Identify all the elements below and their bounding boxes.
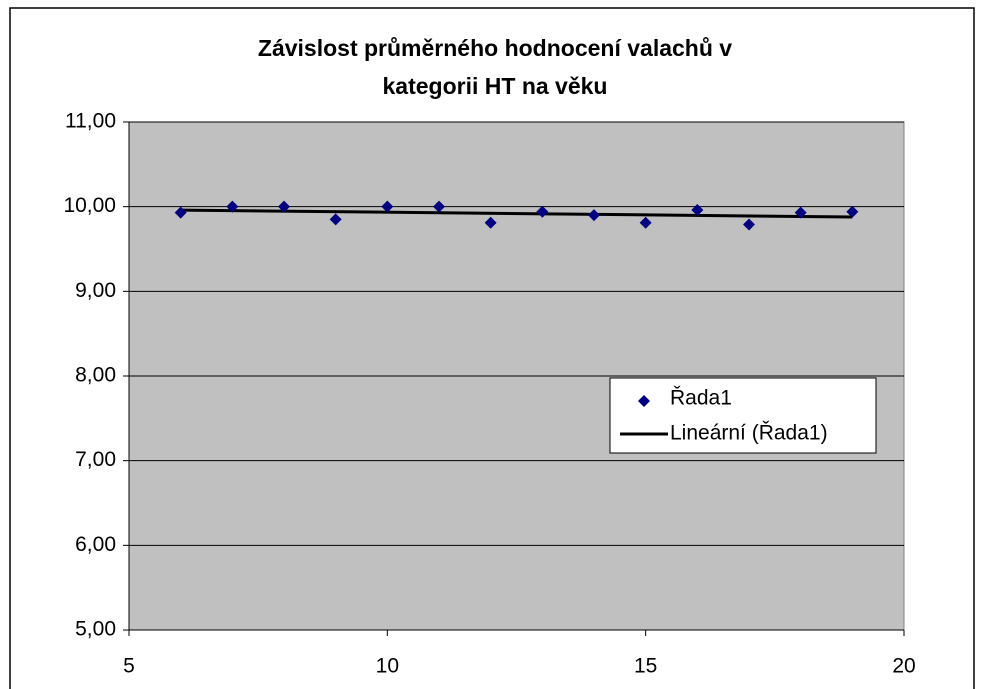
chart-title: kategorii HT na věku xyxy=(383,73,608,99)
legend-label: Lineární (Řada1) xyxy=(670,422,828,445)
y-tick-label: 10,00 xyxy=(63,194,116,217)
point xyxy=(484,216,497,229)
point xyxy=(174,206,187,219)
y-tick-label: 7,00 xyxy=(75,448,116,471)
point xyxy=(226,200,239,213)
legend-label: Řada1 xyxy=(670,387,732,410)
x-tick-label: 10 xyxy=(376,655,399,678)
point xyxy=(588,209,600,222)
legend-marker xyxy=(638,395,650,407)
y-tick-label: 6,00 xyxy=(75,533,116,556)
chart-title: Závislost průměrného hodnocení valachů v xyxy=(258,35,732,61)
y-tick-label: 5,00 xyxy=(75,618,116,641)
x-tick-label: 15 xyxy=(634,655,657,678)
point xyxy=(743,218,755,231)
y-tick-label: 11,00 xyxy=(65,110,116,133)
point xyxy=(794,206,807,219)
x-tick-label: 20 xyxy=(892,655,915,678)
point xyxy=(691,204,704,217)
point xyxy=(536,205,549,218)
point xyxy=(433,200,445,213)
y-tick-label: 9,00 xyxy=(75,279,116,302)
point xyxy=(846,205,859,218)
point xyxy=(278,200,290,213)
x-tick-label: 5 xyxy=(123,655,135,678)
point xyxy=(639,216,652,229)
point xyxy=(381,200,394,213)
legend xyxy=(609,377,877,454)
y-tick-label: 8,00 xyxy=(75,364,116,387)
point xyxy=(329,213,342,226)
trend-line xyxy=(180,208,853,219)
